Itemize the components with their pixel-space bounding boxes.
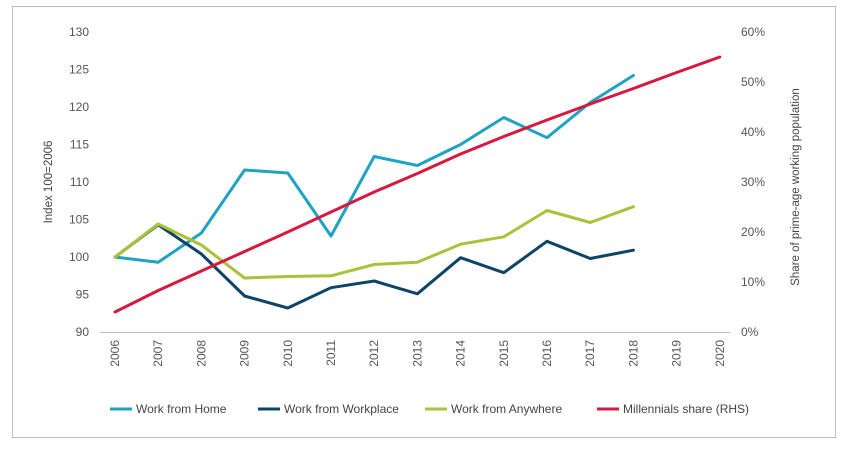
- right-tick-label: 60%: [741, 25, 765, 39]
- x-tick-label: 2011: [324, 340, 338, 366]
- left-tick-label: 125: [69, 63, 89, 77]
- x-tick-label: 2007: [151, 340, 165, 367]
- x-tick-label: 2013: [410, 340, 424, 367]
- legend-item: Work from Home: [110, 402, 227, 416]
- legend-item: Millennials share (RHS): [597, 402, 749, 416]
- legend-label: Work from Workplace: [284, 402, 399, 416]
- left-tick-label: 130: [69, 25, 89, 39]
- right-axis-ticks: 0% 10% 20% 30% 40% 50% 60%: [741, 25, 765, 339]
- x-tick-label: 2017: [583, 340, 597, 367]
- right-tick-label: 30%: [741, 175, 765, 189]
- left-axis-title: Index 100=2006: [43, 141, 55, 224]
- series-line-work-from-home: [113, 74, 635, 264]
- left-tick-label: 115: [70, 138, 89, 152]
- left-tick-label: 105: [69, 213, 89, 227]
- x-tick-label: 2016: [540, 340, 554, 367]
- chart-frame: [12, 6, 836, 438]
- x-tick-label: 2012: [367, 340, 381, 367]
- left-axis-ticks: 90 95 100 105 110 115 120 125 130: [69, 25, 89, 339]
- right-axis-title: Share of prime-age working population: [790, 88, 802, 286]
- legend-item: Work from Anywhere: [425, 402, 562, 416]
- x-tick-label: 2008: [194, 340, 208, 367]
- right-tick-label: 50%: [741, 75, 765, 89]
- x-tick-label: 2010: [281, 340, 295, 367]
- legend-label: Millennials share (RHS): [623, 402, 749, 416]
- legend-item: Work from Workplace: [258, 402, 399, 416]
- x-tick-label: 2020: [713, 340, 727, 367]
- series-line-millennials-share-rhs: [113, 55, 722, 314]
- x-tick-label: 2014: [454, 340, 468, 367]
- x-tick-label: 2019: [670, 340, 684, 367]
- right-tick-label: 20%: [741, 225, 765, 239]
- x-tick-label: 2018: [626, 340, 640, 367]
- left-tick-label: 100: [69, 250, 89, 264]
- legend: Work from Home Work from Workplace Work fr…: [110, 402, 749, 416]
- left-tick-label: 110: [70, 175, 89, 189]
- left-tick-label: 120: [69, 100, 89, 114]
- series-line-work-from-workplace: [113, 223, 635, 310]
- series-lines: [113, 55, 722, 314]
- x-axis-ticks: 2006 2007 2008 2009 2010 2011 2012 2013 2014 2015…: [108, 340, 727, 367]
- right-tick-label: 0%: [741, 325, 759, 339]
- right-tick-label: 10%: [741, 275, 765, 289]
- right-tick-label: 40%: [741, 125, 765, 139]
- legend-label: Work from Home: [136, 402, 227, 416]
- series-line-work-from-anywhere: [113, 205, 635, 280]
- x-tick-label: 2009: [238, 340, 252, 367]
- left-tick-label: 95: [76, 288, 90, 302]
- legend-label: Work from Anywhere: [451, 402, 562, 416]
- x-tick-label: 2006: [108, 340, 122, 367]
- x-tick-label: 2015: [497, 340, 511, 367]
- left-tick-label: 90: [76, 325, 90, 339]
